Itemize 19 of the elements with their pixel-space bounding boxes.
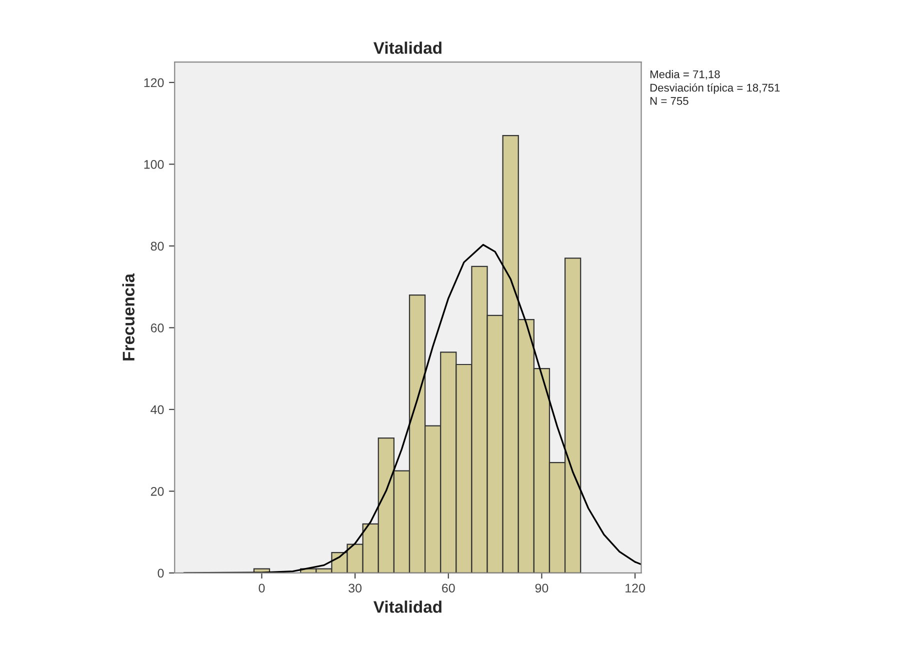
y-tick-label: 80 — [150, 242, 164, 251]
y-tick-label: 60 — [150, 324, 164, 332]
y-tick-label: 0 — [158, 568, 164, 578]
x-axis-title: Vitalidad — [373, 600, 442, 613]
x-tick-label: 30 — [348, 584, 362, 593]
y-axis-title: Frecuencia — [122, 273, 135, 360]
x-tick-label: 60 — [442, 584, 455, 593]
x-tick-label: 0 — [258, 584, 265, 593]
y-tick-label: 120 — [144, 78, 164, 88]
y-tick-label: 40 — [150, 405, 164, 414]
y-tick-label: 20 — [150, 487, 164, 496]
x-tick-label: 120 — [626, 584, 645, 593]
text: Desviación típica = 18,751 — [650, 83, 780, 94]
line-series — [183, 244, 642, 573]
chart-title: Vitalidad — [373, 42, 442, 54]
text: N = 755 — [650, 97, 688, 105]
x-tick-label: 90 — [535, 584, 548, 593]
y-tick-label: 100 — [144, 160, 164, 169]
text: Media = 71,18 — [650, 70, 720, 80]
